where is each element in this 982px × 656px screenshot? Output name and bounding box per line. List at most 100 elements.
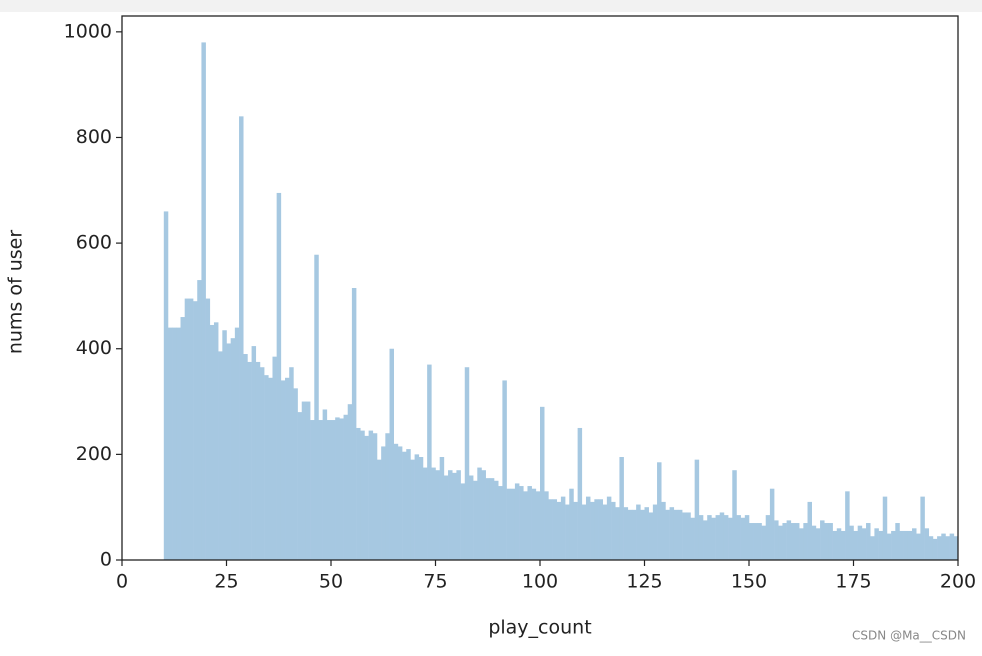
x-axis-label: play_count [488,617,591,639]
bar [820,520,825,560]
bar [903,530,909,560]
bar [703,520,708,560]
bar [510,488,516,560]
bar [460,483,466,560]
bar [581,504,587,560]
bar [627,509,633,560]
top-band [0,0,982,12]
bar [740,517,746,560]
bar [728,517,733,560]
bar [360,430,365,560]
x-tick-label: 50 [319,571,343,593]
bar [326,420,332,560]
bar [247,361,252,560]
bar [176,327,181,560]
bar [351,288,357,560]
bar [172,327,177,560]
bar [285,377,290,560]
bar [949,533,955,560]
x-tick-label: 75 [423,571,447,593]
y-tick-label: 1000 [64,20,112,42]
bar [305,401,311,560]
bar [297,412,303,560]
bar [222,330,227,560]
bar [941,533,946,560]
bar [849,525,854,560]
bar [845,491,850,560]
bar [924,528,930,560]
bar [928,536,934,560]
x-tick-label: 125 [626,571,662,593]
bar [226,343,231,560]
bar [937,536,942,560]
bar [602,504,608,560]
bar [912,528,917,560]
bar [803,523,808,560]
bar [719,512,725,560]
bar [393,443,399,560]
bar [552,499,558,560]
bar [435,470,440,560]
bar [690,517,695,560]
bar [606,496,612,560]
bar [293,388,298,560]
bar [519,486,524,560]
y-tick-label: 800 [76,126,112,148]
bar [213,322,219,560]
bar [485,478,491,560]
bar [494,480,499,560]
bar [669,507,675,560]
bar [636,504,641,560]
bar [882,496,888,560]
bar [347,404,353,560]
bar [502,380,507,560]
bar [891,530,896,560]
bar [744,515,750,560]
watermark: CSDN @Ma__CSDN [852,629,966,643]
bar [477,467,482,560]
bar [556,501,562,560]
bar [389,348,394,560]
bar [874,528,879,560]
bar [531,488,537,560]
bar [694,459,700,560]
y-axis-label: nums of user [5,230,27,355]
bar [870,536,875,560]
bar [736,515,741,560]
bar [489,478,495,560]
bar [782,523,787,560]
bar [615,507,620,560]
bar [585,496,591,560]
bar [243,354,248,560]
bar [184,298,190,560]
bar [322,409,328,560]
bar [514,483,520,560]
bar [259,367,265,560]
bar [527,486,532,560]
bar [431,467,436,560]
bar [209,324,215,560]
bar [356,427,361,560]
bar [264,375,269,560]
bar [289,367,294,560]
bar [230,338,236,560]
bar [774,520,779,560]
bar [895,523,900,560]
bar [439,457,445,560]
bar [167,327,173,560]
bar [661,501,666,560]
bar [886,533,892,560]
bar [828,523,833,560]
bar [732,470,737,560]
bar [481,470,486,560]
bar [569,488,574,560]
bar [193,301,198,560]
bar [594,499,599,560]
bar [631,509,637,560]
bar [540,406,545,560]
bar [372,433,378,560]
bar [180,317,185,560]
bar [665,509,670,560]
bar [686,512,691,560]
bar [410,459,415,560]
